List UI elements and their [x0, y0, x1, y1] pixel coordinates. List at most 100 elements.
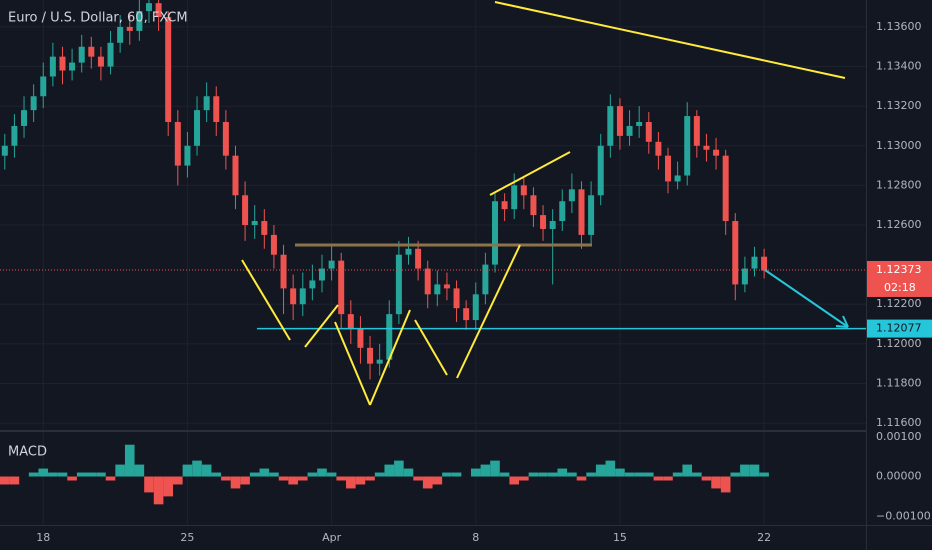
- candle-body: [722, 155, 729, 222]
- x-tick-label: 18: [36, 531, 50, 544]
- candle-body: [251, 221, 258, 226]
- candle-body: [415, 248, 422, 269]
- candle-body: [290, 288, 297, 305]
- macd-bar: [759, 472, 769, 477]
- pattern-line: [369, 309, 411, 406]
- macd-bar: [605, 460, 616, 477]
- macd-bar: [442, 472, 452, 477]
- candle-body: [636, 122, 643, 126]
- macd-bar: [490, 460, 500, 477]
- candle-body: [540, 215, 547, 229]
- candle-body: [463, 308, 470, 321]
- price-axis-border: [866, 0, 867, 550]
- candle-body: [578, 189, 585, 235]
- pattern-line: [304, 304, 339, 348]
- candle-body: [761, 256, 768, 271]
- macd-bar: [336, 476, 347, 481]
- macd-tick-label: −0.00100: [876, 509, 931, 522]
- macd-bar: [38, 468, 49, 477]
- macd-bar: [749, 464, 760, 477]
- x-tick-label: 22: [757, 531, 771, 544]
- macd-bar: [711, 476, 721, 489]
- candle-body: [126, 26, 133, 31]
- candle-body: [49, 56, 56, 77]
- x-tick-label: Apr: [322, 531, 342, 544]
- arrow-head: [835, 315, 849, 328]
- price-line-box: [867, 319, 932, 338]
- candle-body: [117, 26, 124, 43]
- candle-body: [145, 3, 152, 12]
- macd-bar: [288, 476, 298, 485]
- macd-bar: [240, 476, 250, 485]
- pattern-line: [456, 244, 521, 379]
- macd-bar: [692, 472, 702, 477]
- candle-body: [482, 264, 489, 295]
- candle-body: [665, 155, 672, 182]
- macd-bar: [86, 472, 97, 477]
- macd-bar: [221, 476, 231, 481]
- x-tick-label: 15: [613, 531, 627, 544]
- macd-bar: [538, 472, 548, 477]
- candle-body: [501, 201, 508, 210]
- y-tick-label: 1.12200: [876, 297, 922, 310]
- macd-bar: [634, 472, 644, 477]
- candle-body: [338, 260, 345, 315]
- y-tick-label: 1.12000: [876, 337, 922, 350]
- candle-body: [511, 185, 518, 210]
- macd-bar: [624, 472, 635, 477]
- candle-body: [328, 260, 335, 269]
- macd-label: MACD: [8, 445, 47, 460]
- candle-body: [213, 96, 220, 123]
- macd-bar: [326, 472, 337, 477]
- candle-body: [588, 195, 595, 235]
- candle-body: [30, 96, 37, 111]
- y-tick-label: 1.13400: [876, 60, 922, 73]
- macd-bar: [67, 476, 77, 481]
- macd-bar: [355, 476, 366, 485]
- grid: [0, 0, 866, 525]
- candle-body: [194, 110, 201, 146]
- candle-body: [626, 125, 633, 136]
- macd-bar: [134, 464, 145, 477]
- macd-bar: [547, 472, 558, 477]
- candle-body: [174, 122, 181, 166]
- candle-body: [386, 314, 393, 360]
- pattern-line: [489, 151, 571, 196]
- candle-body: [520, 185, 527, 196]
- candle-body: [684, 116, 691, 176]
- candle-body: [203, 96, 210, 111]
- candle-body: [751, 256, 758, 269]
- candle-body: [78, 46, 85, 63]
- macd-bar: [384, 464, 395, 477]
- macd-bar: [730, 472, 741, 477]
- macd-bar: [346, 476, 356, 489]
- macd-bar: [230, 476, 241, 489]
- candle-body: [549, 221, 556, 229]
- y-tick-label: 1.12600: [876, 218, 922, 231]
- candle-body: [491, 201, 498, 265]
- y-tick-label: 1.13600: [876, 20, 922, 33]
- candle-body: [299, 288, 306, 305]
- macd-bar: [720, 476, 731, 493]
- candle-body: [472, 294, 479, 321]
- macd-bar: [432, 476, 443, 485]
- macd-bar: [297, 476, 308, 481]
- y-tick-label: 1.11600: [876, 416, 922, 429]
- trend-line: [494, 1, 846, 79]
- candle-body: [59, 56, 66, 71]
- candle-body: [645, 122, 652, 142]
- macd-bar: [28, 472, 39, 477]
- candle-body: [597, 145, 604, 196]
- candle-body: [280, 254, 287, 289]
- macd-bar: [595, 464, 606, 477]
- macd-bar: [249, 472, 260, 477]
- macd-tick-label: 0.00100: [876, 430, 922, 443]
- candle-body: [357, 327, 364, 348]
- macd-bar: [105, 476, 116, 481]
- candle-body: [165, 17, 172, 123]
- macd-bar: [682, 464, 693, 477]
- candle-body: [732, 221, 739, 285]
- candle-body: [309, 280, 316, 289]
